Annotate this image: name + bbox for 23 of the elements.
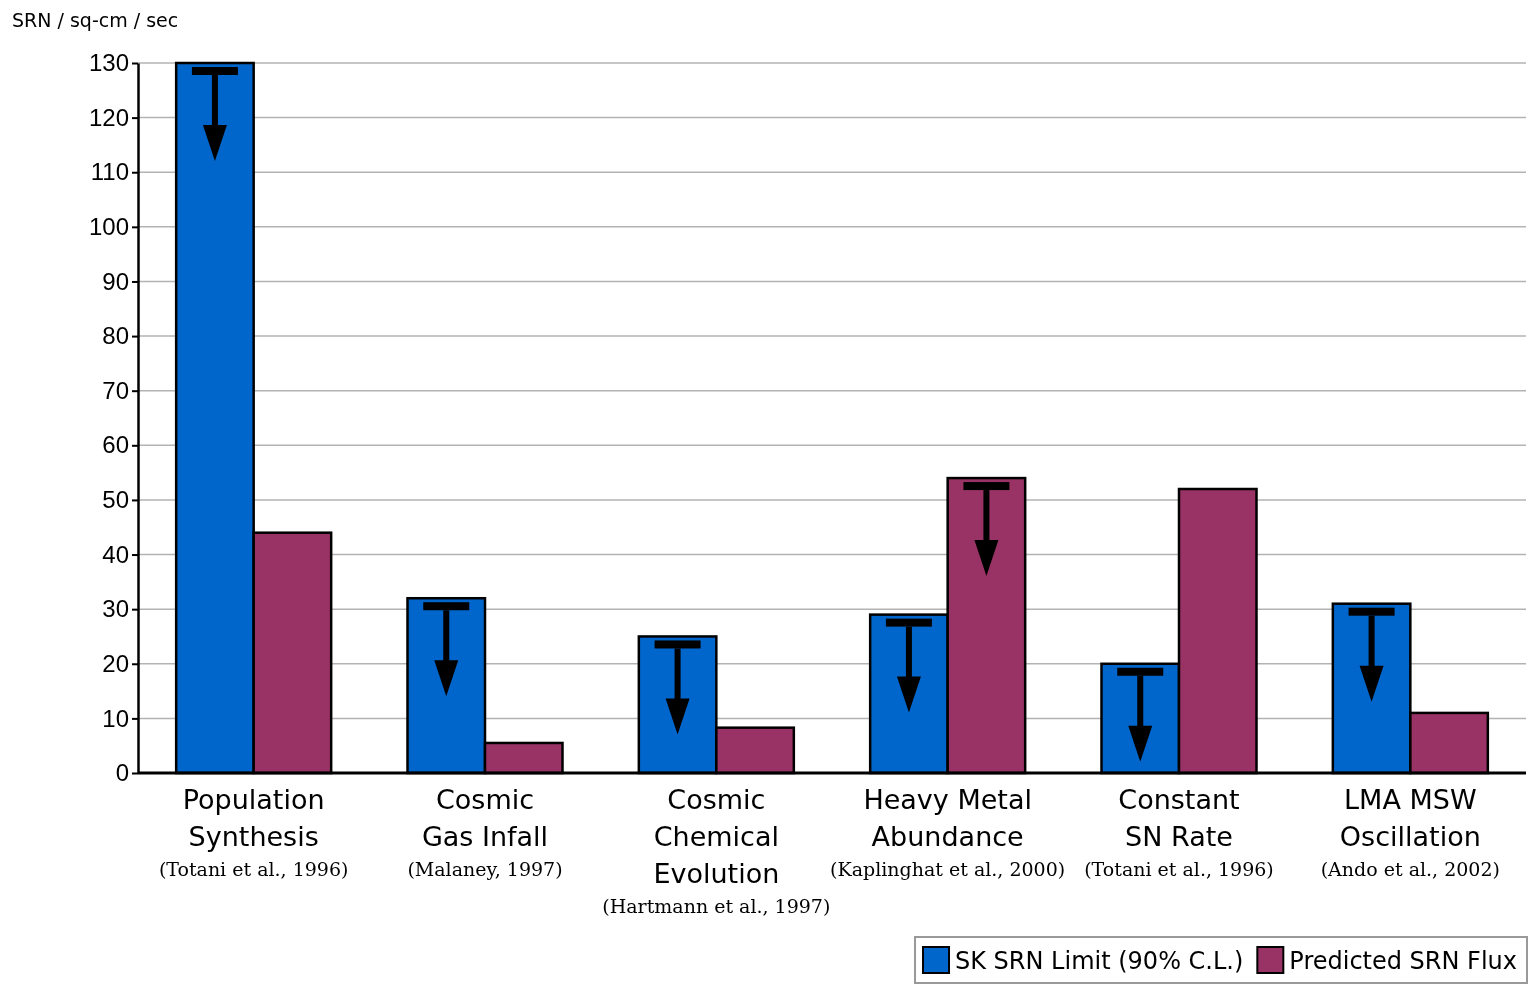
x-tick-label: Cosmic Gas Infall (Malaney, 1997): [407, 784, 563, 880]
y-tick-label: 110: [90, 158, 129, 186]
legend-label: SK SRN Limit (90% C.L.): [955, 947, 1244, 975]
y-tick-label: 30: [102, 595, 129, 623]
legend-label: Predicted SRN Flux: [1289, 947, 1517, 975]
y-tick-label: 10: [102, 704, 129, 732]
x-tick-label: Heavy Metal Abundance (Kaplinghat et al., 2000): [830, 784, 1066, 880]
y-tick-label: 80: [102, 322, 129, 350]
y-tick-label: 70: [102, 376, 129, 404]
y-tick-label: 50: [102, 486, 129, 514]
y-tick-label: 20: [102, 649, 129, 677]
y-axis-title: SRN / sq-cm / sec: [12, 9, 179, 31]
x-tick-label: Population Synthesis (Totani et al., 1996): [158, 784, 349, 880]
y-tick-label: 120: [88, 103, 129, 131]
y-tick-label: 0: [115, 759, 129, 787]
y-tick-label: 100: [88, 213, 129, 241]
y-tick-label: 60: [102, 431, 129, 459]
x-tick-label: Constant SN Rate (Totani et al., 1996): [1084, 784, 1274, 880]
x-tick-label: Cosmic Chemical Evolution (Hartmann et al., 1997): [602, 784, 831, 917]
y-tick-label: 90: [102, 267, 129, 295]
x-tick-label: LMA MSW Oscillation (Ando et al., 2002): [1320, 784, 1500, 880]
y-tick-label: 130: [88, 49, 129, 77]
y-tick-label: 40: [102, 540, 129, 568]
